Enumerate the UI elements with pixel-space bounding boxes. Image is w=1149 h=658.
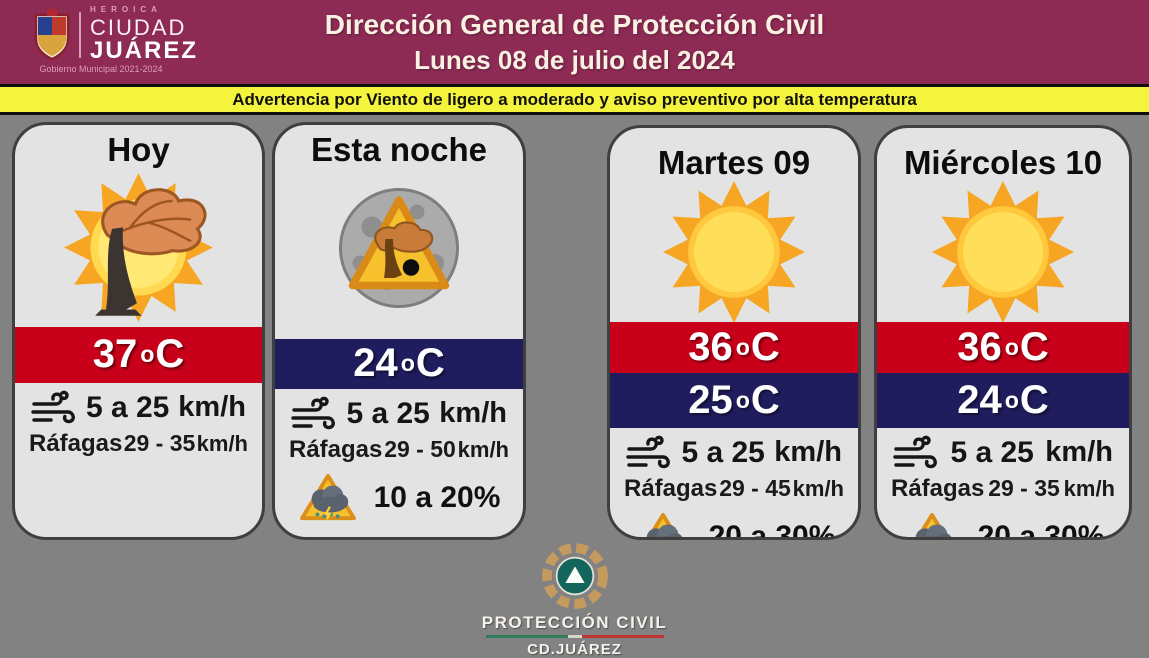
- gusts-row: Ráfagas 29 - 35 km/h: [877, 475, 1129, 503]
- low-temp-value: 25: [688, 377, 733, 422]
- low-temp-value: 24: [957, 377, 1002, 422]
- rain-row: 20 a 30%: [877, 511, 1129, 540]
- storm-warning-icon: [915, 512, 951, 537]
- gusts-range: 29 - 35: [123, 429, 196, 456]
- advisory-text: Advertencia por Viento de ligero a moder…: [232, 89, 917, 109]
- low-temp-bar: 25 o C: [610, 372, 858, 428]
- wind-icon: [626, 435, 670, 469]
- gusts-label: Ráfagas: [891, 474, 985, 502]
- wind-range: 5 a 25: [950, 435, 1034, 469]
- wind-range: 5 a 25: [346, 396, 430, 430]
- wind-icon: [31, 390, 75, 424]
- card-title: Martes 09: [657, 144, 811, 181]
- storm-warning-icon: [299, 473, 356, 521]
- gusts-unit: km/h: [1063, 475, 1115, 501]
- sun-icon: [931, 180, 1075, 323]
- sun-icon: [662, 180, 806, 323]
- degree-symbol: o: [735, 386, 750, 413]
- degree-symbol: o: [140, 341, 155, 368]
- degree-symbol: o: [400, 350, 415, 377]
- low-temp-bar: 24 o C: [877, 372, 1129, 428]
- temp-unit: C: [1019, 377, 1049, 422]
- low-temp-bar: 24 o C: [275, 338, 523, 389]
- moon-wind-warning-icon: [339, 187, 459, 308]
- high-temp-bar: 37 o C: [15, 326, 262, 383]
- wind-range: 5 a 25: [85, 390, 170, 424]
- rain-probability: 20 a 30%: [708, 519, 836, 540]
- wind-row: 5 a 25 km/h: [15, 390, 262, 426]
- degree-symbol: o: [1004, 333, 1019, 360]
- footer-org-text: PROTECCIÓN CIVIL: [481, 613, 668, 632]
- gusts-unit: km/h: [792, 475, 844, 501]
- logo-heroica-text: HEROICA: [90, 5, 162, 14]
- forecast-card-esta-noche: Esta noche 24 o C 5 a 25 km/h: [272, 122, 526, 540]
- degree-symbol: o: [735, 333, 750, 360]
- wind-unit: km/h: [439, 397, 507, 430]
- gusts-range: 29 - 50: [384, 435, 456, 462]
- wind-unit: km/h: [1045, 436, 1113, 469]
- high-temp-value: 36: [957, 324, 1002, 369]
- header-banner: HEROICA CIUDAD JUÁREZ Gobierno Municipal…: [0, 0, 1149, 84]
- temp-unit: C: [415, 341, 445, 386]
- coat-of-arms-icon: [34, 8, 70, 60]
- rain-row: 20 a 30%: [610, 511, 858, 540]
- footer-logo-block: PROTECCIÓN CIVIL CD.JUÁREZ: [0, 541, 1149, 658]
- gusts-unit: km/h: [196, 430, 248, 456]
- low-temp-value: 24: [353, 341, 398, 386]
- gusts-range: 29 - 45: [719, 474, 791, 501]
- wind-range: 5 a 25: [681, 435, 765, 469]
- high-temp-value: 36: [688, 324, 733, 369]
- gusts-label: Ráfagas: [289, 435, 383, 463]
- wind-unit: km/h: [774, 436, 842, 469]
- card-title: Miércoles 10: [903, 144, 1103, 181]
- high-temp-value: 37: [92, 332, 138, 377]
- gusts-label: Ráfagas: [29, 429, 123, 457]
- gusts-range: 29 - 35: [988, 474, 1060, 501]
- sun-windblown-tree-icon: [64, 173, 213, 323]
- wind-row: 5 a 25 km/h: [877, 435, 1129, 471]
- temp-unit: C: [155, 332, 185, 377]
- high-temp-bar: 36 o C: [877, 321, 1129, 373]
- temp-unit: C: [750, 377, 780, 422]
- rain-row: 10 a 20%: [275, 472, 523, 524]
- gusts-label: Ráfagas: [624, 474, 718, 502]
- forecast-card-hoy: Hoy 37 o C: [12, 122, 265, 540]
- card-title: Esta noche: [310, 131, 488, 168]
- wind-row: 5 a 25 km/h: [610, 435, 858, 471]
- advisory-banner: Advertencia por Viento de ligero a moder…: [0, 84, 1149, 115]
- rain-probability: 10 a 20%: [373, 480, 501, 514]
- logo-gobierno-text: Gobierno Municipal 2021-2024: [39, 64, 163, 74]
- forecast-card-miercoles: Miércoles 10 36 o C 24 o C: [874, 125, 1132, 540]
- gusts-unit: km/h: [457, 436, 509, 462]
- degree-symbol: o: [1004, 386, 1019, 413]
- logo-juarez-text: JUÁREZ: [90, 37, 199, 64]
- storm-warning-icon: [646, 512, 682, 537]
- proteccion-civil-emblem-icon: [541, 543, 608, 609]
- temp-unit: C: [1019, 324, 1049, 369]
- gusts-row: Ráfagas 29 - 50 km/h: [275, 436, 523, 464]
- wind-row: 5 a 25 km/h: [275, 396, 523, 432]
- gusts-row: Ráfagas 29 - 45 km/h: [610, 475, 858, 503]
- wind-unit: km/h: [178, 391, 246, 424]
- wind-icon: [893, 435, 937, 469]
- high-temp-bar: 36 o C: [610, 321, 858, 373]
- gusts-row: Ráfagas 29 - 35 km/h: [15, 430, 262, 458]
- temp-unit: C: [750, 324, 780, 369]
- logo-ciudad-text: CIUDAD: [90, 15, 187, 40]
- city-logo: HEROICA CIUDAD JUÁREZ: [34, 6, 198, 63]
- page-date: Lunes 08 de julio del 2024: [414, 45, 735, 75]
- forecast-card-martes: Martes 09 36 o C 25 o C: [607, 125, 861, 540]
- rain-probability: 20 a 30%: [977, 519, 1105, 540]
- wind-icon: [291, 396, 335, 430]
- page-title: Dirección General de Protección Civil: [324, 9, 825, 40]
- footer-flag-underline: [485, 635, 664, 638]
- logo-divider: [79, 11, 81, 58]
- card-title: Hoy: [107, 131, 170, 168]
